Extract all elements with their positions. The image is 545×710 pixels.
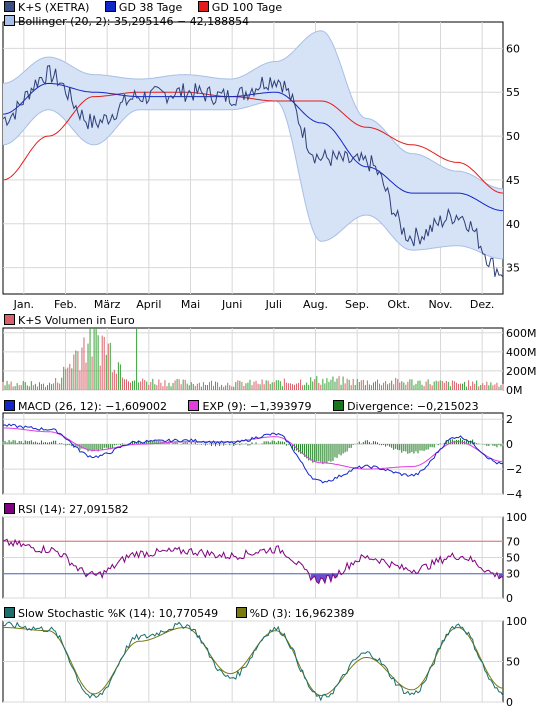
month-label: März [94, 298, 121, 311]
bollinger-band-area [3, 30, 503, 259]
axis-tick-price: 50 [506, 130, 520, 143]
axis-tick-price: 35 [506, 262, 520, 275]
sma38-line [2, 82, 503, 212]
legend-macd: MACD (26, 12): −1,609002 EXP (9): −1,393… [4, 400, 479, 413]
legend-price: K+S (XETRA) GD 38 Tage GD 100 Tage [4, 1, 282, 14]
legend-exp-swatch [188, 400, 200, 411]
legend-sma38-label: GD 38 Tage [118, 1, 183, 14]
legend-close-item: K+S (XETRA) [4, 1, 89, 14]
month-label: Aug. [303, 298, 328, 311]
axis-tick-rsi: 50 [506, 552, 520, 565]
month-label: Juni [221, 298, 242, 311]
bollinger-lower-line [2, 100, 504, 260]
axis-tick-price: 60 [506, 42, 520, 55]
month-label: Feb. [54, 298, 77, 311]
legend-rsi-label: RSI (14): 27,091582 [18, 503, 129, 516]
legend-sma100-label: GD 100 Tage [211, 1, 283, 14]
legend-exp-label: EXP (9): −1,393979 [202, 400, 312, 413]
month-label: Okt. [387, 298, 410, 311]
rsi-line [2, 538, 504, 585]
sma100-line [2, 91, 504, 194]
legend-bollinger-swatch [4, 15, 15, 26]
axis-tick-macd: −4 [506, 488, 522, 501]
legend-divergence-item: Divergence: −0,215023 [333, 400, 479, 413]
legend-bollinger: Bollinger (20, 2): 35,295146 − 42,188854 [4, 15, 249, 28]
legend-sma100-item: GD 100 Tage [197, 1, 283, 14]
month-label: Jan. [13, 298, 34, 311]
legend-macd-item: MACD (26, 12): −1,609002 [4, 400, 167, 413]
month-label: Juli [265, 298, 282, 311]
axis-tick-vol: 600M [506, 327, 537, 340]
month-label: April [136, 298, 161, 311]
legend-stoch-k-item: Slow Stochastic %K (14): 10,770549 [4, 607, 218, 620]
panel-frame-macd [2, 412, 504, 495]
stoch-k-line [2, 621, 504, 702]
month-label: Mai [181, 298, 200, 311]
legend-stoch-d-label: %D (3): 16,962389 [249, 607, 355, 620]
axis-tick-vol: 400M [506, 346, 537, 359]
month-label: Nov. [428, 298, 452, 311]
axis-tick-rsi: 100 [506, 511, 527, 524]
macd-line [2, 423, 504, 484]
legend-bollinger-label: Bollinger (20, 2): 35,295146 − 42,188854 [18, 15, 250, 28]
legend-divergence-label: Divergence: −0,215023 [347, 400, 479, 413]
axis-tick-stoch: 0 [506, 696, 513, 709]
axis-tick-macd: −2 [506, 463, 522, 476]
legend-exp-item: EXP (9): −1,393979 [188, 400, 312, 413]
axis-tick-price: 40 [506, 218, 520, 231]
legend-stoch-k-label: Slow Stochastic %K (14): 10,770549 [18, 607, 219, 620]
axis-tick-vol: 200M [506, 365, 537, 378]
bollinger-upper-line [2, 30, 504, 190]
axis-tick-stoch: 100 [506, 615, 527, 628]
legend-stochastic: Slow Stochastic %K (14): 10,770549 %D (3… [4, 607, 354, 620]
rsi-oversold-fill [310, 573, 337, 584]
axis-tick-price: 45 [506, 174, 520, 187]
legend-volume: K+S Volumen in Euro [4, 314, 135, 327]
axis-tick-macd: 2 [506, 413, 513, 426]
legend-rsi-swatch [4, 503, 15, 514]
legend-volume-label: K+S Volumen in Euro [18, 314, 135, 327]
stoch-d-line [3, 626, 504, 697]
legend-close-swatch [4, 1, 15, 12]
legend-sma100-swatch [197, 1, 209, 12]
legend-macd-label: MACD (26, 12): −1,609002 [18, 400, 167, 413]
month-label: Dez. [470, 298, 495, 311]
axis-tick-rsi: 0 [506, 592, 513, 605]
legend-sma38-swatch [104, 1, 116, 12]
axis-tick-price: 55 [506, 86, 520, 99]
axis-tick-rsi: 70 [506, 535, 520, 548]
price-line [2, 64, 504, 278]
exp-signal-line [3, 427, 504, 470]
axis-tick-rsi: 30 [506, 568, 520, 581]
legend-rsi: RSI (14): 27,091582 [4, 503, 129, 516]
legend-stoch-d-swatch [235, 607, 247, 618]
legend-stoch-k-swatch [4, 607, 15, 618]
legend-divergence-swatch [333, 400, 345, 411]
month-label: Sep. [345, 298, 369, 311]
legend-close-label: K+S (XETRA) [18, 1, 90, 14]
legend-sma38-item: GD 38 Tage [104, 1, 183, 14]
legend-stoch-d-item: %D (3): 16,962389 [235, 607, 355, 620]
axis-tick-stoch: 50 [506, 656, 520, 669]
axis-tick-macd: 0 [506, 438, 513, 451]
axis-tick-vol: 0M [506, 384, 523, 397]
legend-macd-swatch [4, 400, 15, 411]
legend-volume-swatch [4, 314, 15, 325]
